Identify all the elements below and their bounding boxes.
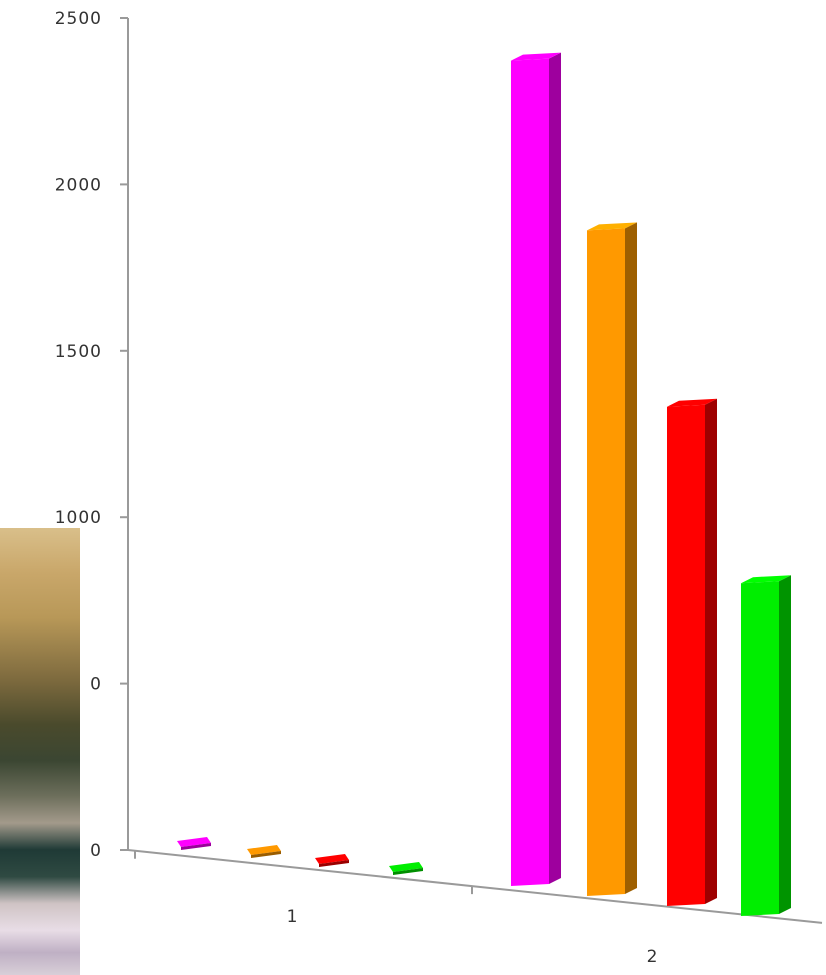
bar bbox=[177, 837, 211, 850]
bar-side-face bbox=[625, 222, 637, 894]
y-tick-label: 1000 bbox=[55, 508, 102, 528]
y-tick-label: 0 bbox=[90, 675, 102, 695]
bar-top-face bbox=[247, 845, 281, 855]
bar-side-face bbox=[549, 52, 561, 884]
bar-top-face bbox=[177, 837, 211, 847]
bar-top-face bbox=[511, 52, 561, 61]
bar-side-face bbox=[251, 851, 281, 858]
y-tick-label: 1500 bbox=[55, 342, 102, 362]
bar bbox=[389, 862, 423, 875]
y-tick-label: 2000 bbox=[55, 175, 102, 195]
bar-front-face bbox=[587, 228, 625, 896]
bar bbox=[511, 52, 561, 886]
bar-side-face bbox=[393, 868, 423, 875]
y-tick-label: 2500 bbox=[55, 9, 102, 29]
bar-side-face bbox=[779, 575, 791, 914]
x-axis: 12 bbox=[127, 849, 823, 967]
x-category-label: 1 bbox=[287, 907, 298, 927]
bar-front-face bbox=[741, 581, 779, 916]
bar-side-face bbox=[705, 398, 717, 904]
bar-top-face bbox=[587, 222, 637, 231]
bar-top-face bbox=[389, 862, 423, 872]
y-tick-label: 0 bbox=[90, 841, 102, 861]
bar-front-face bbox=[511, 58, 549, 886]
bar bbox=[667, 398, 717, 906]
x-category-label: 2 bbox=[647, 947, 658, 967]
y-axis: 0 0 1000 1500 2000 2500 bbox=[55, 9, 129, 861]
bar-top-face bbox=[315, 854, 349, 864]
bar bbox=[587, 222, 637, 896]
bar-top-face bbox=[667, 398, 717, 407]
bar bbox=[247, 845, 281, 858]
bar-side-face bbox=[319, 860, 349, 867]
bar-front-face bbox=[667, 404, 705, 906]
bar-top-face bbox=[741, 575, 791, 584]
bar bbox=[315, 854, 349, 867]
bar-side-face bbox=[181, 843, 211, 850]
x-axis-line bbox=[127, 849, 823, 924]
bars bbox=[177, 52, 791, 916]
background-photo-fragment bbox=[0, 528, 80, 975]
bar bbox=[741, 575, 791, 916]
